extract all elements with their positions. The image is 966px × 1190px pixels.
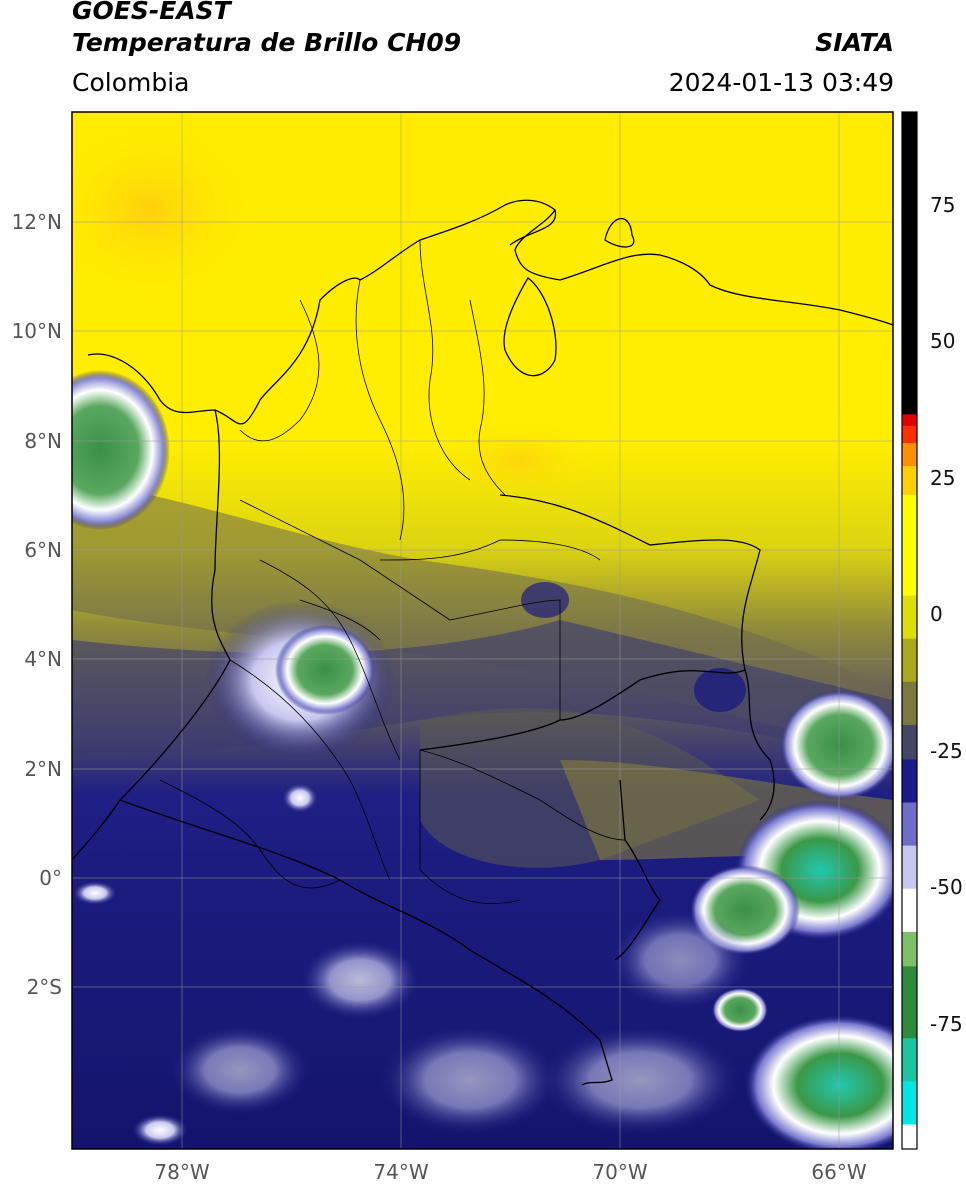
guajira [509, 209, 557, 246]
lat-tick-label: 6°N [24, 538, 62, 562]
lat-tick-label: 8°N [24, 429, 62, 453]
lon-tick-label: 78°W [154, 1160, 210, 1184]
colorbar-segment [902, 442, 917, 467]
colorbar-segment [902, 1080, 917, 1125]
graticule [72, 112, 893, 1149]
amazon-border [614, 779, 661, 961]
paraguana [604, 217, 635, 248]
lat-tick-label: 10°N [11, 319, 62, 343]
satellite-title: GOES-EAST [72, 0, 231, 25]
colorbar-tick-label: -50 [930, 875, 963, 899]
colorbar-tick-label: 75 [930, 193, 956, 217]
lat-tick-label: 0° [39, 866, 62, 890]
colorbar-segment [902, 845, 917, 889]
boundaries [72, 199, 893, 1086]
colorbar-frame [901, 111, 918, 1150]
colorbar-segment [902, 724, 917, 760]
colombia-east-border [419, 494, 761, 751]
lat-tick-label: 4°N [24, 647, 62, 671]
colorbar-segment [902, 112, 917, 415]
region-label: Colombia [72, 68, 190, 97]
colorbar-segment [902, 758, 917, 803]
agency-label: SIATA [815, 28, 894, 57]
satellite-imagery [72, 112, 893, 1149]
colorbar-tick-label: 0 [930, 602, 943, 626]
lat-tick-label: 12°N [11, 210, 62, 234]
colorbar-segment [902, 681, 917, 725]
caribbean-coastline [87, 199, 893, 425]
product-title: Temperatura de Brillo CH09 [72, 28, 462, 57]
maracaibo-lake [503, 277, 557, 377]
colorbar-segment [902, 595, 917, 639]
colorbar [902, 112, 917, 1149]
colorbar-segment [902, 965, 917, 1039]
lon-tick-label: 66°W [811, 1160, 867, 1184]
colombia-south-border [119, 799, 613, 1086]
colorbar-segment [902, 425, 917, 444]
lat-tick-label: 2°N [24, 757, 62, 781]
lon-tick-label: 70°W [592, 1160, 648, 1184]
colorbar-tick-label: 50 [930, 329, 956, 353]
colorbar-tick-label: -75 [930, 1012, 963, 1036]
colorbar-segment [902, 465, 917, 495]
colorbar-segment [902, 888, 917, 932]
lat-tick-label: 2°S [26, 975, 62, 999]
colorbar-segment [902, 802, 917, 846]
colorbar-segment [902, 1037, 917, 1082]
colorbar-segment [902, 1124, 917, 1149]
colorbar-tick-label: -25 [930, 739, 963, 763]
colorbar-segment [902, 638, 917, 682]
colorbar-tick-label: 25 [930, 466, 956, 490]
colorbar-segment [902, 413, 917, 426]
lon-tick-label: 74°W [373, 1160, 429, 1184]
map-frame [71, 111, 894, 1150]
colorbar-segment [902, 931, 917, 967]
venezuela-south [744, 669, 775, 821]
datetime-label: 2024-01-13 03:49 [668, 68, 894, 97]
colorbar-segment [902, 494, 917, 596]
